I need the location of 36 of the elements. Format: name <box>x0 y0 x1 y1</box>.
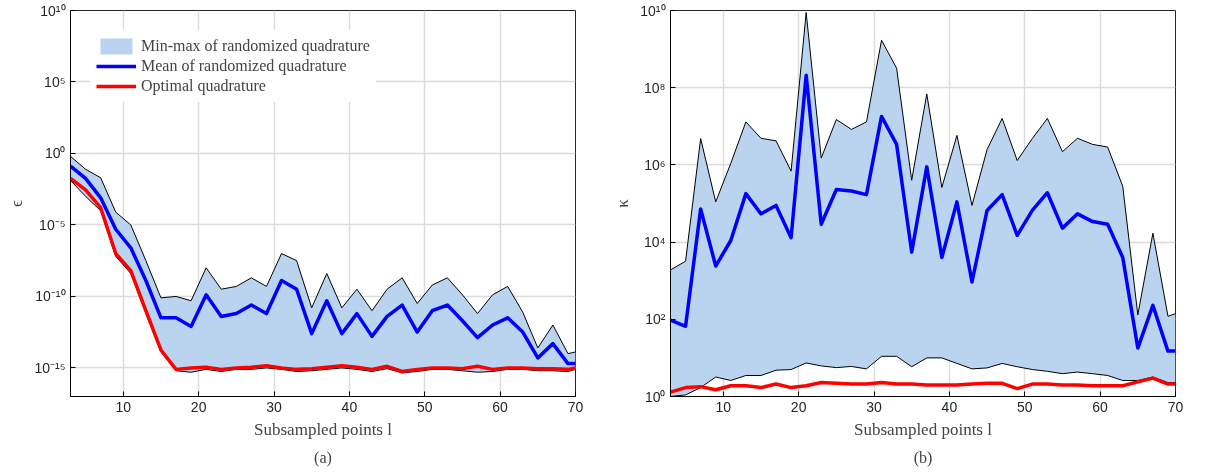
y-tick-label: 10⁻¹⁰ <box>35 288 66 305</box>
y-tick-label: 10⁰ <box>44 145 66 162</box>
x-tick-label: 10 <box>115 398 132 415</box>
x-tick-label: 50 <box>1016 398 1033 415</box>
y-axis-title: κ <box>613 198 633 208</box>
x-tick-label: 60 <box>492 398 509 415</box>
y-tick-label: 10¹⁰ <box>640 2 666 19</box>
x-tick-label: 30 <box>266 398 283 415</box>
x-axis-title: Subsampled points l <box>854 419 993 439</box>
x-tick-label: 40 <box>341 398 358 415</box>
y-tick-label: 10⁸ <box>644 79 666 96</box>
x-tick-label: 50 <box>416 398 433 415</box>
legend-label: Mean of randomized quadrature <box>141 57 347 75</box>
y-tick-label: 10⁵ <box>44 73 66 90</box>
y-tick-label: 10⁶ <box>644 156 666 173</box>
x-tick-label: 60 <box>1092 398 1109 415</box>
y-tick-label: 10¹⁰ <box>40 2 66 19</box>
y-tick-label: 10⁻⁵ <box>39 216 66 233</box>
legend-label: Optimal quadrature <box>141 77 266 95</box>
x-tick-label: 70 <box>1167 398 1184 415</box>
text: (a) <box>314 448 332 467</box>
legend-label: Min-max of randomized quadrature <box>141 37 370 55</box>
y-tick-label: 10⁴ <box>643 234 666 251</box>
x-axis-title: Subsampled points l <box>254 419 393 439</box>
y-tick-label: 10⁰ <box>644 388 666 405</box>
x-tick-label: 10 <box>715 398 732 415</box>
line-series <box>670 73 1176 353</box>
text: (b) <box>913 448 933 467</box>
y-tick-label: 10⁻¹⁵ <box>34 359 66 376</box>
x-tick-label: 70 <box>567 398 584 415</box>
x-tick-label: 20 <box>790 398 807 415</box>
y-tick-label: 10² <box>645 311 666 328</box>
x-tick-label: 40 <box>941 398 958 415</box>
x-tick-label: 20 <box>190 398 207 415</box>
y-axis-title: ϵ <box>7 199 27 207</box>
x-tick-label: 30 <box>866 398 883 415</box>
